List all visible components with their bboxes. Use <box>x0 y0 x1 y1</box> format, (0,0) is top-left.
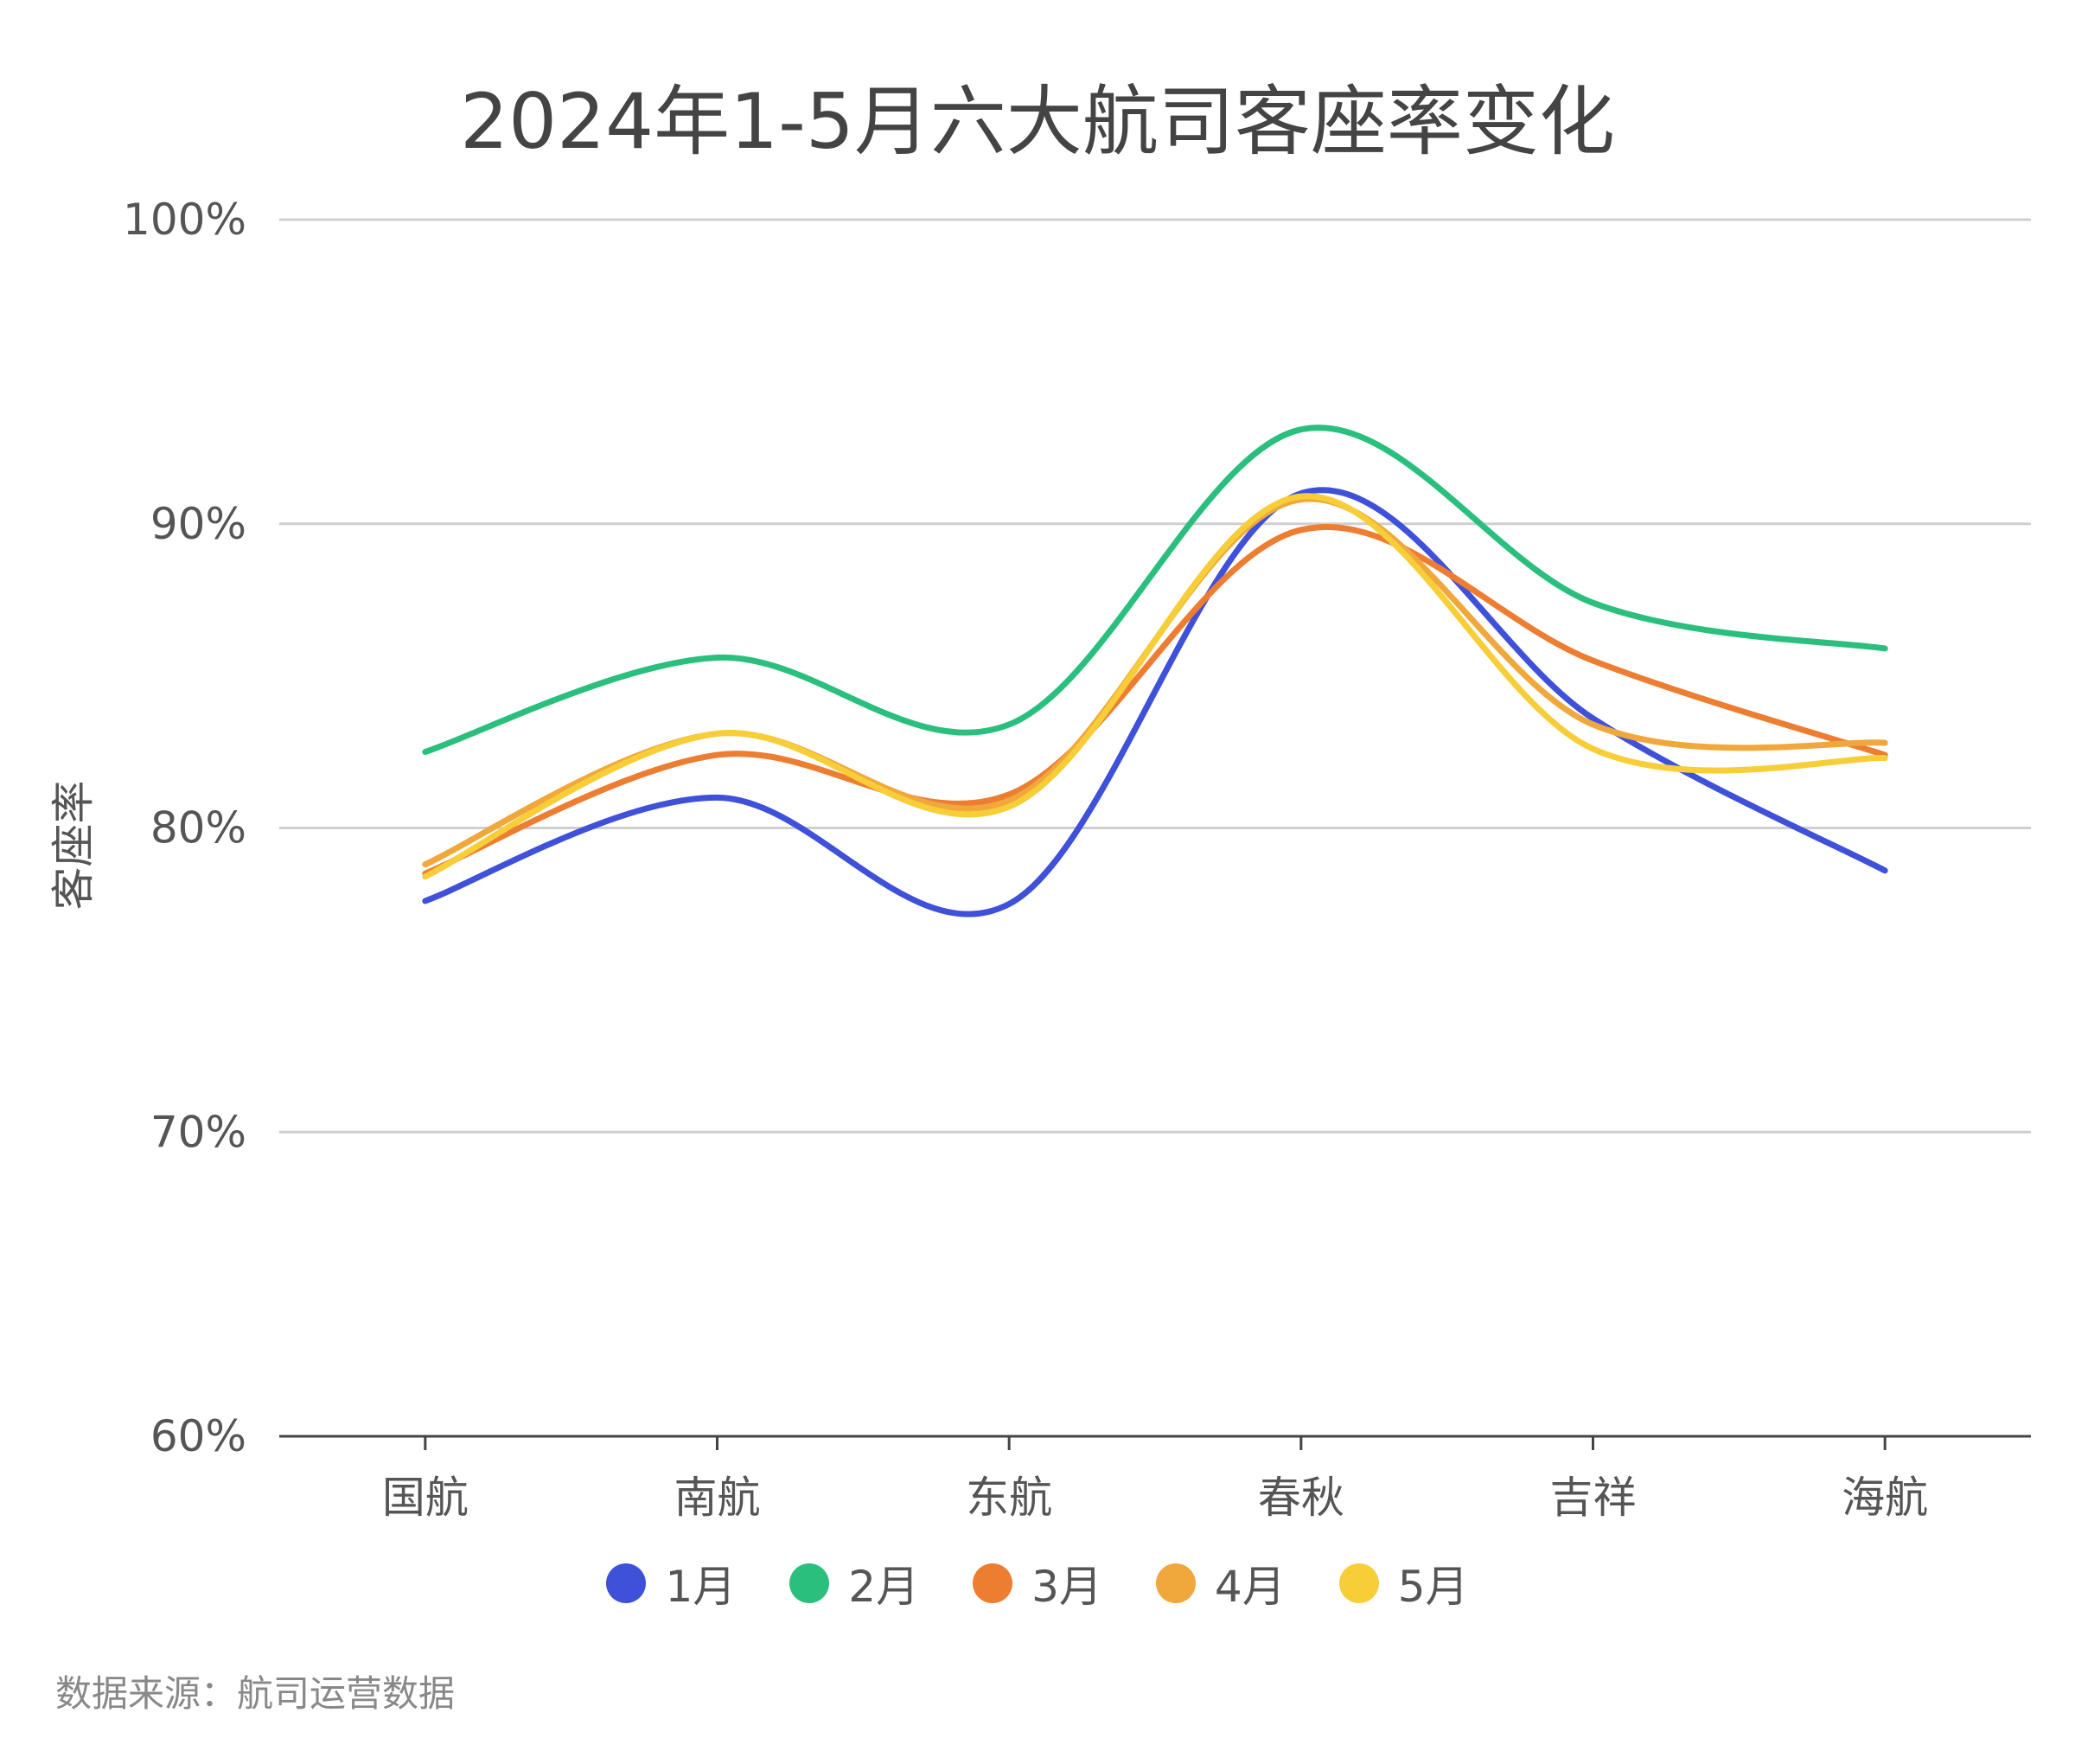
x-tick-label: 南航 <box>674 1473 761 1523</box>
series-line-1 <box>422 487 1888 917</box>
y-tick-label: 100% <box>123 195 246 245</box>
legend-marker-icon <box>606 1563 647 1603</box>
legend-marker-icon <box>789 1563 830 1603</box>
y-tick-label: 70% <box>150 1107 246 1157</box>
legend-marker-icon <box>1155 1563 1196 1603</box>
x-tick-label: 春秋 <box>1258 1473 1344 1523</box>
y-axis-label: 客座率 <box>48 781 99 911</box>
chart-title: 2024年1-5月六大航司客座率变化 <box>460 77 1615 166</box>
x-tick-label: 吉祥 <box>1550 1473 1637 1523</box>
series-line-5 <box>422 493 1888 880</box>
legend-label: 3月 <box>1031 1562 1102 1612</box>
series-line-3 <box>422 524 1888 877</box>
y-tick-label: 90% <box>150 499 246 549</box>
legend-label: 4月 <box>1214 1562 1286 1612</box>
legend-item[interactable]: 2月 <box>789 1552 919 1614</box>
legend-item[interactable]: 4月 <box>1155 1552 1286 1614</box>
series-line-2 <box>422 425 1888 756</box>
x-tick-label: 海航 <box>1842 1473 1928 1523</box>
legend-marker-icon <box>973 1563 1013 1603</box>
legend-label: 2月 <box>848 1562 920 1612</box>
legend-label: 1月 <box>665 1562 737 1612</box>
x-tick-label: 国航 <box>382 1473 469 1523</box>
legend-item[interactable]: 5月 <box>1338 1552 1469 1614</box>
legend-label: 5月 <box>1397 1562 1469 1612</box>
x-tick-label: 东航 <box>966 1473 1052 1523</box>
source-note: 数据来源：航司运营数据 <box>55 1672 456 1715</box>
legend-item[interactable]: 3月 <box>973 1552 1102 1614</box>
y-tick-label: 60% <box>150 1411 246 1461</box>
legend: 1月 2月 3月 4月 5月 <box>0 1552 2075 1614</box>
legend-item[interactable]: 1月 <box>606 1552 736 1614</box>
y-tick-label: 80% <box>150 803 246 853</box>
legend-marker-icon <box>1338 1563 1379 1603</box>
